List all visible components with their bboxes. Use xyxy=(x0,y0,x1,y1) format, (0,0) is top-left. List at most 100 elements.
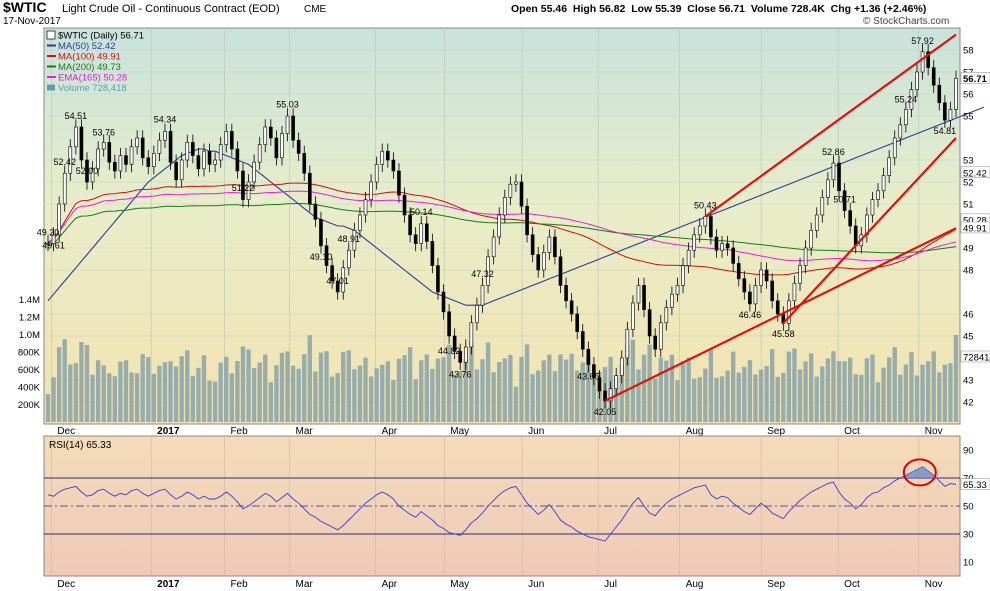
price-candle xyxy=(424,223,429,242)
volume-bar xyxy=(229,373,235,422)
price-candle xyxy=(246,181,251,200)
volume-bar xyxy=(201,355,207,422)
price-candle xyxy=(536,254,541,271)
volume-bar xyxy=(246,349,251,422)
volume-bar xyxy=(942,364,948,422)
price-candle xyxy=(720,243,724,251)
volume-bar xyxy=(45,394,51,422)
volume-bar xyxy=(552,371,558,422)
volume-bar xyxy=(107,373,112,422)
volume-bar xyxy=(413,379,418,422)
volume-bar xyxy=(808,353,814,422)
volume-bar xyxy=(781,372,786,422)
volume-bar xyxy=(146,357,151,422)
volume-bar xyxy=(653,378,658,422)
price-candle xyxy=(909,89,914,110)
price-candle xyxy=(642,285,646,310)
volume-bar xyxy=(864,358,870,422)
rsi-curve xyxy=(47,466,957,542)
trough-label: 43.65 xyxy=(577,372,600,382)
volume-bar xyxy=(948,363,953,422)
peak-label: 54.51 xyxy=(65,111,88,121)
price-candle xyxy=(475,304,479,324)
price-candle xyxy=(296,139,301,154)
price-candle xyxy=(625,329,630,359)
price-candle xyxy=(419,223,424,244)
volume-bar xyxy=(647,344,652,422)
peak-label: 55.03 xyxy=(276,99,299,109)
x-tick-label: 2017 xyxy=(157,426,180,437)
price-candle xyxy=(759,269,763,286)
volume-bar xyxy=(575,370,580,422)
volume-bar xyxy=(263,354,268,422)
rsi-grid xyxy=(44,436,960,576)
volume-bar xyxy=(463,358,468,422)
volume-bar xyxy=(825,358,831,422)
price-candle xyxy=(291,115,295,141)
volume-bar xyxy=(129,372,134,422)
price-candle xyxy=(904,109,908,126)
price-candle xyxy=(269,126,273,139)
price-candle xyxy=(380,150,385,165)
volume-bar xyxy=(380,364,385,422)
volume-bar xyxy=(669,354,675,422)
overbought-highlight-circle xyxy=(902,458,937,487)
price-candle xyxy=(814,214,819,231)
volume-bar xyxy=(658,357,663,422)
price-candle xyxy=(697,225,702,236)
volume-bar xyxy=(151,373,157,422)
last-value-label: 49.91 xyxy=(963,223,987,234)
price-candle xyxy=(525,205,529,236)
peak-label: 55.24 xyxy=(895,95,918,105)
price-candle xyxy=(458,351,463,363)
price-candle xyxy=(631,302,635,330)
volume-bar xyxy=(179,356,184,422)
price-candle xyxy=(90,168,95,183)
peak-label: 50.71 xyxy=(833,194,856,204)
price-candle xyxy=(748,291,752,305)
volume-bar xyxy=(703,368,708,422)
price-candle xyxy=(335,280,340,293)
volume-bar xyxy=(586,356,591,422)
price-candle xyxy=(954,78,958,110)
volume-bar xyxy=(803,361,808,422)
price-candle xyxy=(257,144,262,163)
volume-bar xyxy=(909,352,914,422)
resistance-trendline xyxy=(704,33,957,218)
volume-bar xyxy=(769,349,775,422)
price-candle xyxy=(51,234,56,244)
last-value-box xyxy=(960,350,990,363)
volume-bar xyxy=(357,365,363,422)
price-candle xyxy=(252,161,256,183)
volume-bar xyxy=(686,357,691,422)
volume-bar xyxy=(820,366,825,422)
price-tick-label: 48 xyxy=(963,266,974,277)
volume-bar xyxy=(185,350,190,422)
price-candle xyxy=(463,346,468,363)
price-candle xyxy=(46,243,50,245)
price-candle xyxy=(57,203,61,236)
volume-bar xyxy=(212,381,218,422)
volume-bar xyxy=(892,347,897,422)
price-candle xyxy=(113,161,117,172)
volume-bar xyxy=(814,376,819,422)
price-candle xyxy=(619,357,624,376)
price-candle xyxy=(207,150,212,165)
volume-bar xyxy=(497,362,502,422)
x-tick-label: Dec xyxy=(57,426,75,437)
volume-bar xyxy=(591,379,597,422)
price-candle xyxy=(714,236,719,251)
volume-bar xyxy=(775,376,780,422)
volume-bar xyxy=(513,386,519,422)
volume-bar xyxy=(925,361,931,422)
volume-bar xyxy=(474,369,480,422)
price-candle xyxy=(742,278,747,293)
price-candle xyxy=(413,234,418,244)
price-candle xyxy=(658,322,663,350)
volume-bar xyxy=(173,366,179,422)
price-candle xyxy=(608,388,613,402)
price-candle xyxy=(480,285,485,306)
x-tick-label: Mar xyxy=(295,579,313,590)
peak-label: 50.43 xyxy=(694,201,717,211)
price-candle xyxy=(614,375,618,390)
